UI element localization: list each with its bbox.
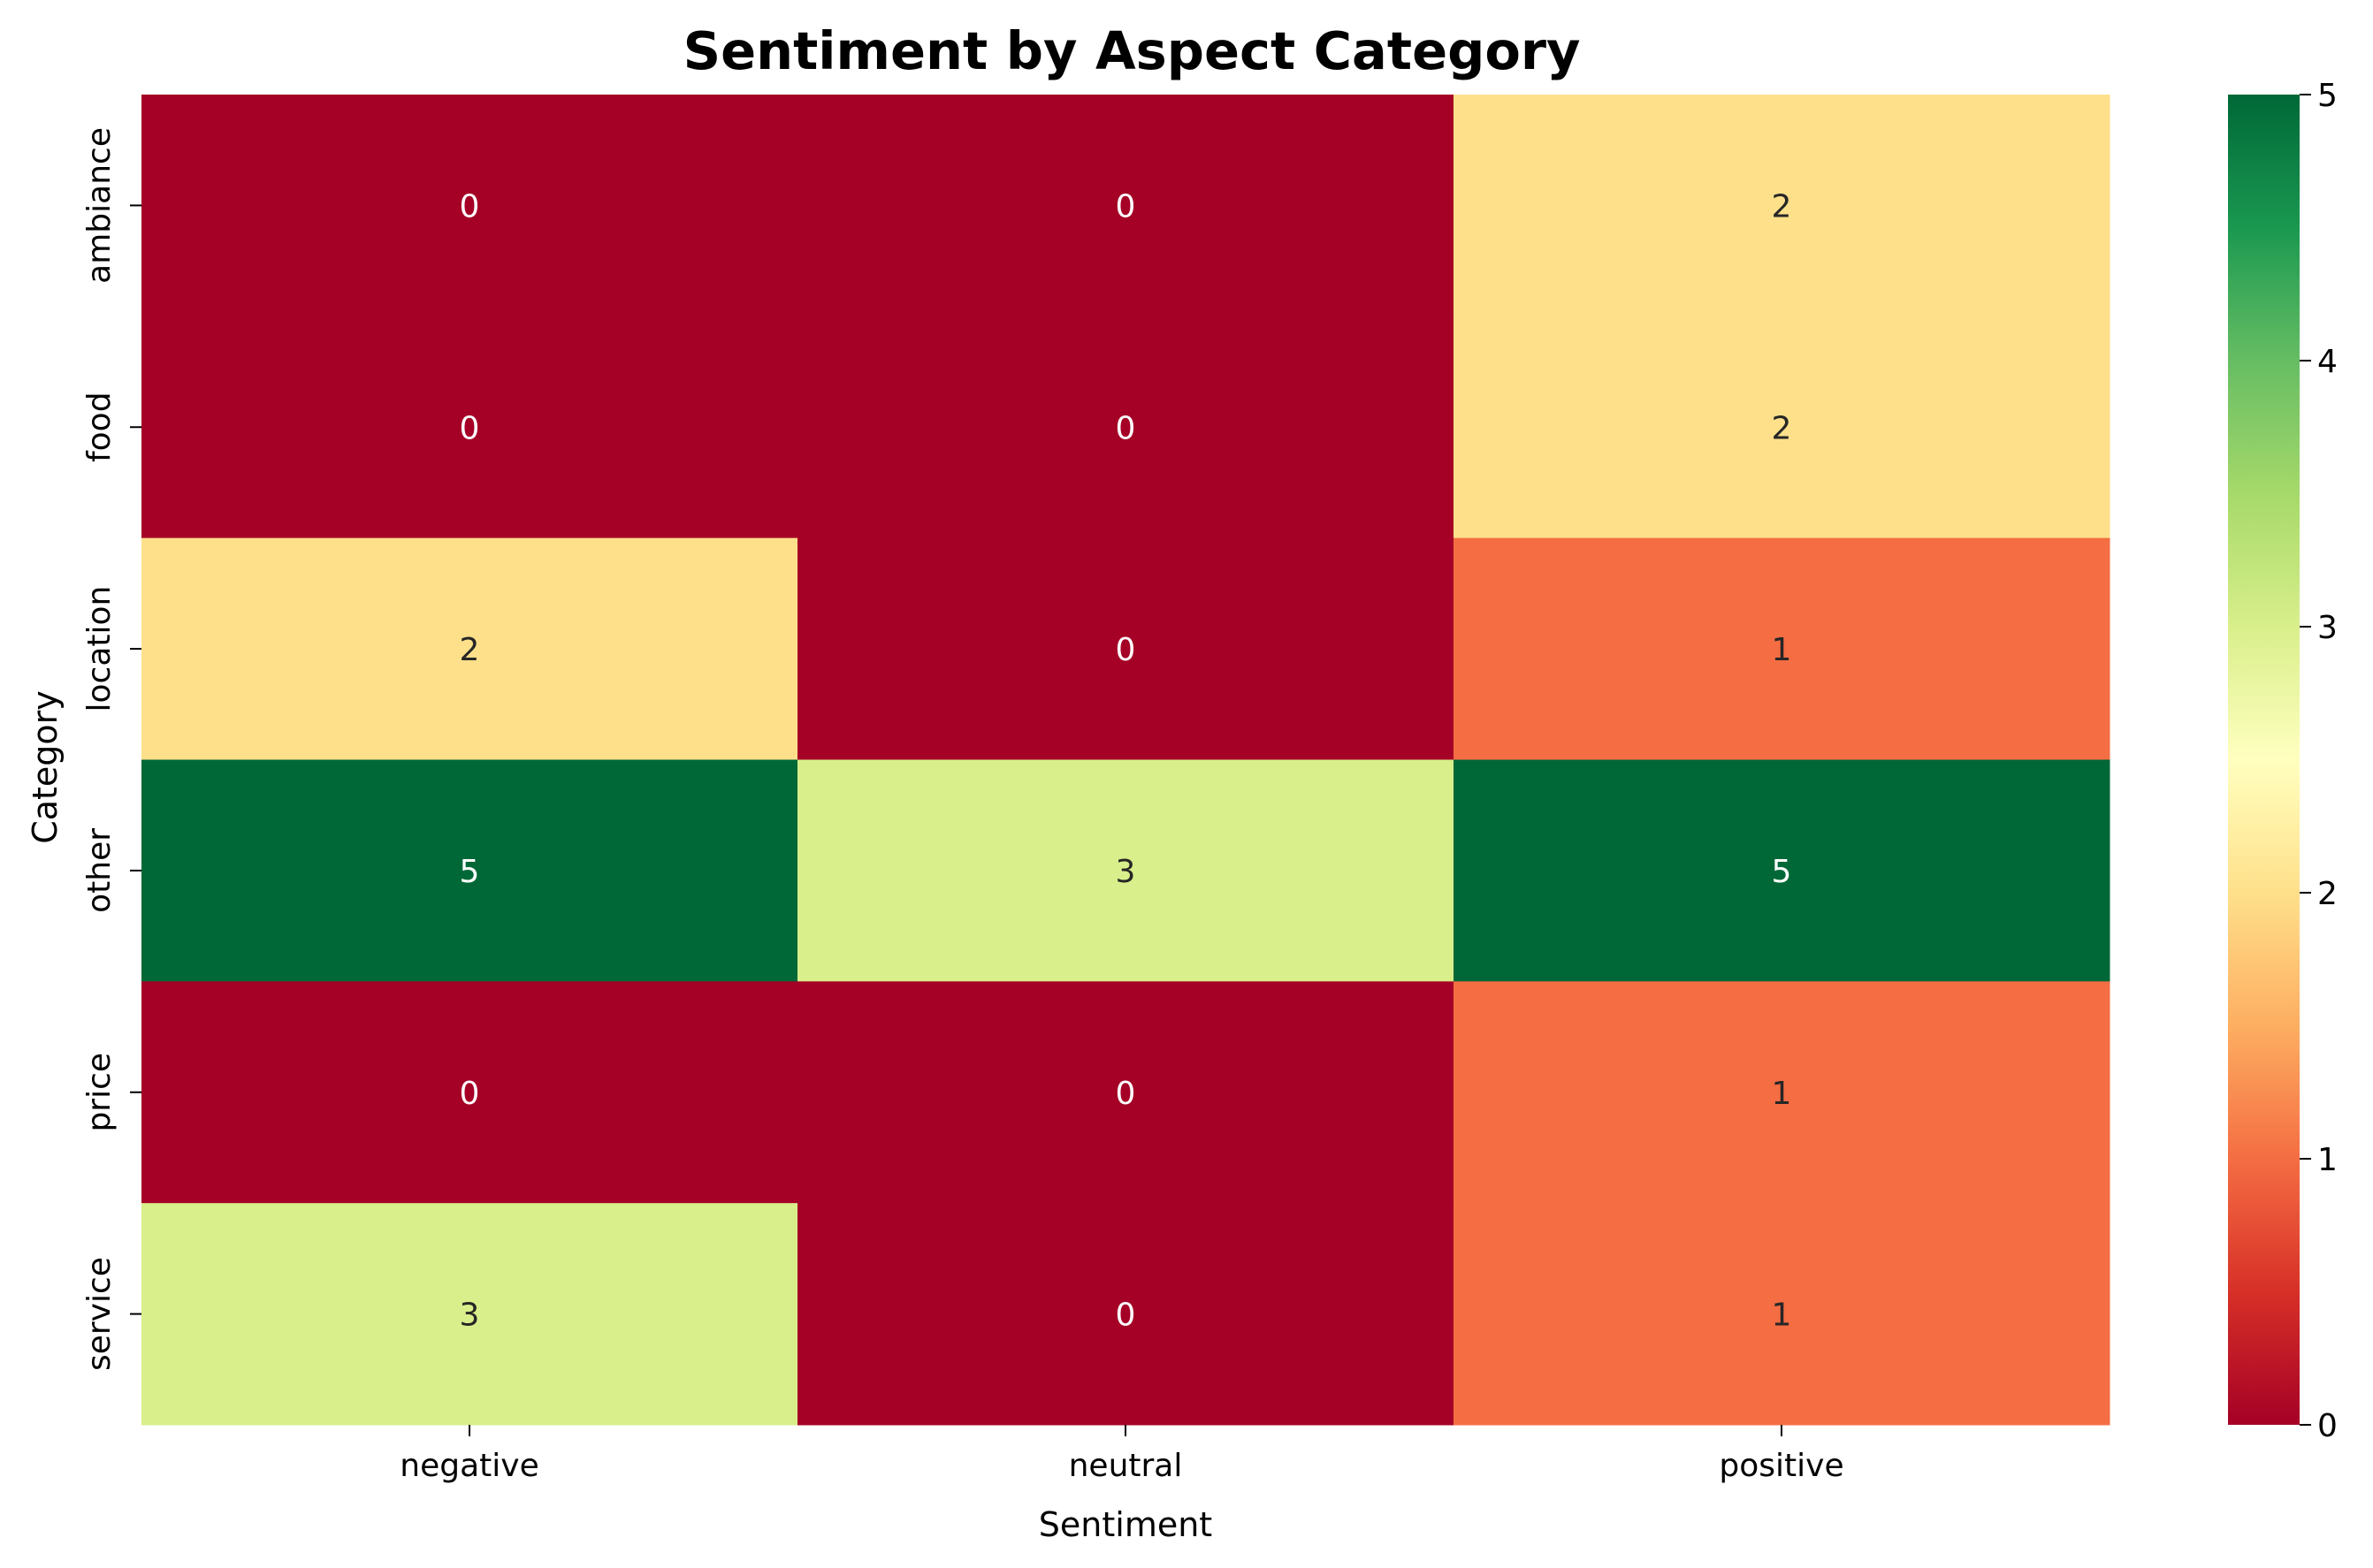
cell-value-label: 0	[460, 410, 480, 446]
heatmap-cell-service-positive	[1454, 1203, 2110, 1426]
heatmap-cell-price-negative	[141, 981, 798, 1204]
heatmap-cell-other-negative	[141, 759, 798, 982]
cell-value-label: 0	[1116, 410, 1136, 446]
y-tick-label-service: service	[81, 1257, 118, 1371]
cell-value-label: 3	[1116, 854, 1136, 890]
heatmap-cell-service-negative	[141, 1203, 798, 1426]
x-axis-label: Sentiment	[1039, 1505, 1212, 1544]
cell-value-label: 1	[1772, 632, 1792, 668]
colorbar-ticks: 0 1 2 3 4 5	[2300, 78, 2338, 1444]
colorbar-tick-label: 0	[2317, 1408, 2338, 1444]
x-tick-label-negative: negative	[400, 1448, 538, 1484]
colorbar-tick-label: 3	[2317, 610, 2338, 646]
cell-value-label: 0	[1116, 632, 1136, 668]
heatmap-cell-price-neutral	[797, 981, 1454, 1204]
cell-value-label: 0	[460, 1076, 480, 1112]
cell-value-label: 3	[460, 1298, 480, 1334]
x-tick-label-positive: positive	[1719, 1448, 1843, 1484]
cell-value-label: 2	[460, 632, 480, 668]
cell-value-label: 2	[1772, 410, 1792, 446]
heatmap-cell-other-neutral	[797, 759, 1454, 982]
heatmap-cell-food-positive	[1454, 316, 2110, 539]
y-axis-label: Category	[26, 690, 65, 844]
heatmap-cell-ambiance-neutral	[797, 95, 1454, 317]
heatmap-cell-food-neutral	[797, 316, 1454, 539]
cell-value-label: 1	[1772, 1298, 1792, 1334]
colorbar-tick-label: 2	[2317, 876, 2338, 912]
y-tick-label-ambiance: ambiance	[81, 127, 118, 284]
cell-value-label: 5	[1772, 854, 1792, 890]
cell-value-label: 0	[460, 188, 480, 225]
heatmap-cell-location-negative	[141, 537, 798, 760]
y-tick-label-other: other	[81, 828, 118, 913]
heatmap-cell-food-negative	[141, 316, 798, 539]
chart-title: Sentiment by Aspect Category	[683, 20, 1581, 81]
x-tick-label-neutral: neutral	[1069, 1448, 1183, 1484]
y-tick-label-location: location	[81, 586, 118, 712]
heatmap-cell-ambiance-negative	[141, 95, 798, 317]
heatmap-cell-other-positive	[1454, 759, 2110, 982]
colorbar-tick-label: 4	[2317, 344, 2338, 380]
cell-value-label: 1	[1772, 1076, 1792, 1112]
heatmap-cell-location-positive	[1454, 537, 2110, 760]
y-tick-label-price: price	[81, 1053, 118, 1132]
cell-value-label: 0	[1116, 188, 1136, 225]
cell-value-label: 0	[1116, 1076, 1136, 1112]
cell-value-label: 5	[460, 854, 480, 890]
y-tick-label-food: food	[81, 392, 118, 462]
heatmap-cell-price-positive	[1454, 981, 2110, 1204]
cell-value-label: 0	[1116, 1298, 1136, 1334]
x-axis-ticks: negative neutral positive	[400, 1425, 1844, 1484]
colorbar-tick-label: 1	[2317, 1142, 2338, 1178]
heatmap-cells	[141, 95, 2110, 1426]
colorbar-tick-label: 5	[2317, 78, 2338, 114]
heatmap-cell-ambiance-positive	[1454, 95, 2110, 317]
heatmap-cell-service-neutral	[797, 1203, 1454, 1426]
y-axis-ticks: ambiance food location other price service	[81, 127, 141, 1371]
heatmap-cell-labels: 0 0 2 0 0 2 2 0 1 5 3 5 0 0 1 3 0 1	[460, 188, 1792, 1333]
heatmap-cell-location-neutral	[797, 537, 1454, 760]
cell-value-label: 2	[1772, 188, 1792, 225]
colorbar	[2228, 95, 2300, 1425]
